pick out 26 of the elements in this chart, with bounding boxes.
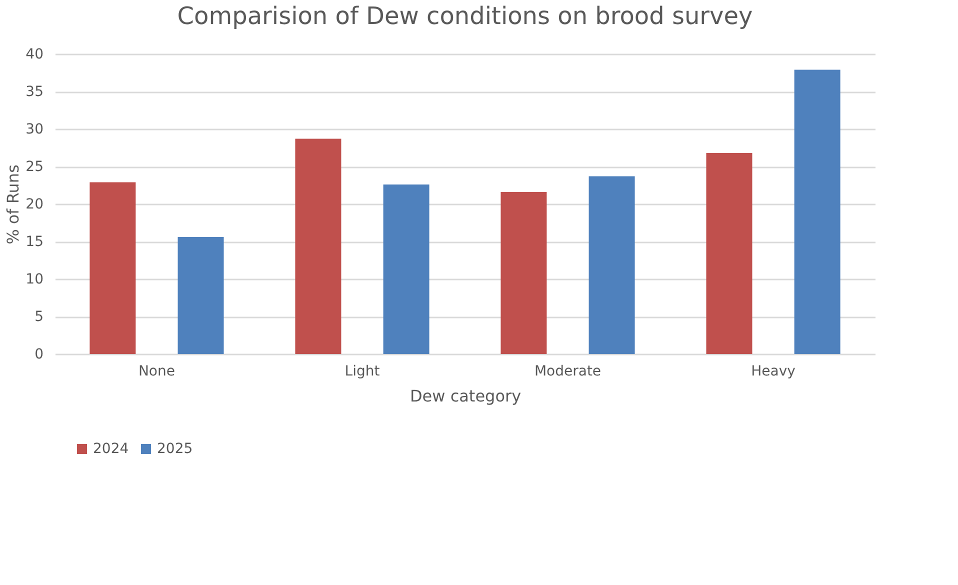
y-axis-title: % of Runs: [4, 164, 23, 244]
y-tick-label: 20: [26, 196, 44, 212]
x-tick-label: Light: [344, 364, 380, 380]
y-tick-label: 0: [34, 346, 44, 362]
bar: [794, 70, 840, 354]
y-tick-label: 15: [26, 234, 44, 250]
bar: [500, 192, 547, 354]
bar: [383, 184, 430, 354]
y-tick-label: 40: [26, 46, 44, 62]
x-axis-title: Dew category: [410, 386, 522, 406]
y-tick-label: 35: [26, 84, 44, 100]
bar: [706, 153, 752, 354]
chart-title: Comparision of Dew conditions on brood survey: [177, 2, 753, 30]
x-tick-label: Moderate: [534, 364, 602, 380]
y-tick-label: 5: [34, 309, 44, 325]
legend-label: 2025: [157, 441, 193, 457]
bar: [178, 237, 224, 354]
y-tick-label: 30: [26, 122, 44, 138]
x-tick-label: Heavy: [751, 364, 796, 380]
x-tick-label: None: [138, 364, 175, 380]
bar: [588, 176, 635, 354]
y-tick-label: 10: [26, 272, 44, 288]
bar: [90, 182, 136, 354]
legend-label: 2024: [93, 441, 129, 457]
y-tick-label: 25: [26, 159, 44, 175]
bar: [295, 138, 342, 354]
